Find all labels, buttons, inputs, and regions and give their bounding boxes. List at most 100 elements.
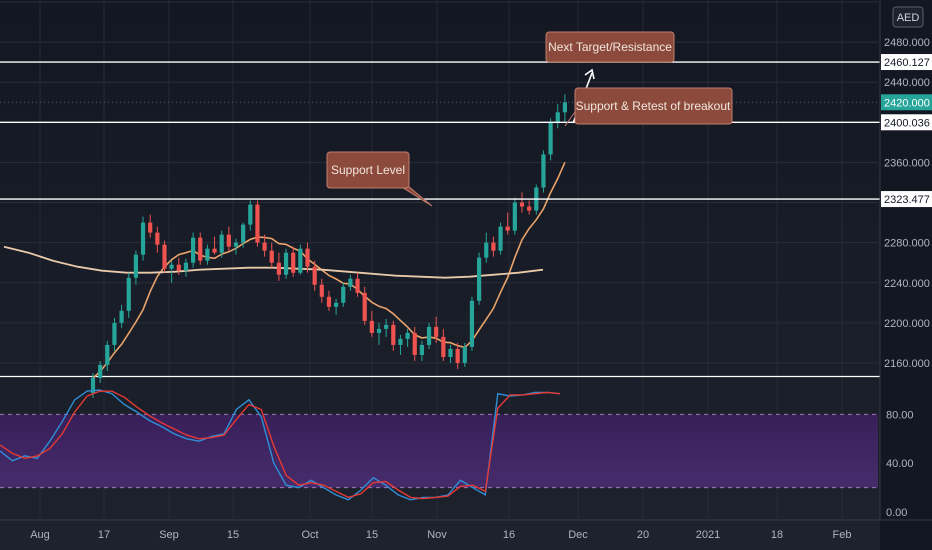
candle-body bbox=[348, 278, 353, 287]
level-price-tag-text: 2400.036 bbox=[884, 117, 930, 129]
candle-body bbox=[133, 254, 138, 278]
level-price-tag bbox=[881, 54, 932, 71]
annotation-support-retest-text: Support & Retest of breakout bbox=[576, 99, 731, 113]
candle-body bbox=[262, 242, 267, 251]
candle-body bbox=[376, 328, 382, 333]
annotation-support-level[interactable]: Support Level bbox=[326, 151, 433, 207]
candle-body bbox=[119, 310, 124, 323]
candle-body bbox=[255, 204, 260, 243]
candle-body bbox=[233, 242, 239, 247]
currency-badge[interactable]: AED bbox=[892, 6, 924, 28]
candle-body bbox=[298, 248, 303, 273]
price-tick-label: 2360.000 bbox=[884, 157, 930, 169]
candle-body bbox=[555, 112, 560, 123]
oscillator-tick-label: 0.00 bbox=[886, 507, 907, 519]
arrow-head-icon bbox=[584, 68, 595, 80]
time-tick-label: Sep bbox=[159, 529, 179, 541]
candle-body bbox=[527, 206, 532, 211]
time-tick-label: 18 bbox=[771, 529, 783, 541]
price-tick-label: 2440.000 bbox=[884, 77, 930, 89]
candle-body bbox=[562, 102, 567, 113]
candle-body bbox=[219, 234, 224, 253]
candle-body bbox=[469, 300, 475, 347]
candle-body bbox=[319, 284, 324, 297]
level-price-tag bbox=[881, 114, 932, 131]
annotation-support-level-text: Support Level bbox=[331, 163, 405, 177]
ma-fast-line bbox=[92, 161, 566, 379]
candle-body bbox=[205, 248, 210, 261]
candle-body bbox=[519, 202, 525, 207]
candle-body bbox=[334, 302, 339, 307]
candle-body bbox=[477, 257, 482, 301]
time-tick-label: 15 bbox=[227, 529, 239, 541]
candle-body bbox=[455, 348, 460, 363]
candle-body bbox=[126, 277, 131, 311]
time-tick-label: 16 bbox=[503, 529, 515, 541]
candle-body bbox=[226, 234, 231, 247]
time-tick-label: Feb bbox=[833, 529, 852, 541]
annotation-next-target[interactable]: Next Target/Resistance bbox=[545, 31, 675, 63]
candle-body bbox=[305, 248, 310, 267]
candle-body bbox=[283, 252, 289, 275]
time-tick-label: Aug bbox=[30, 529, 50, 541]
level-price-tag-text: 2460.127 bbox=[884, 57, 930, 69]
candle-body bbox=[105, 344, 110, 365]
time-tick-label: Oct bbox=[301, 529, 318, 541]
oscillator-tick-label: 40.00 bbox=[886, 458, 914, 470]
candle-body bbox=[548, 122, 553, 155]
candle-body bbox=[441, 336, 446, 357]
candle-body bbox=[369, 320, 374, 333]
price-tick-label: 2480.000 bbox=[884, 37, 930, 49]
last-price-tag bbox=[881, 94, 932, 111]
candle-body bbox=[291, 252, 296, 273]
candle-body bbox=[155, 232, 160, 245]
stoch-d-line bbox=[0, 390, 561, 500]
candle-body bbox=[98, 364, 103, 379]
price-tick-label: 2240.000 bbox=[884, 278, 930, 290]
price-axis-background bbox=[880, 0, 932, 550]
currency-label: AED bbox=[897, 12, 920, 24]
level-price-tag bbox=[881, 191, 932, 208]
candle-body bbox=[148, 222, 153, 233]
oscillator-tick-label: 80.00 bbox=[886, 409, 914, 421]
candle-body bbox=[512, 202, 517, 231]
annotation-support-retest[interactable]: Support & Retest of breakout bbox=[564, 87, 733, 127]
price-tick-label: 2160.000 bbox=[884, 358, 930, 370]
candle-body bbox=[162, 244, 167, 269]
candle-body bbox=[362, 292, 367, 321]
candle-body bbox=[269, 250, 274, 263]
time-tick-label: 20 bbox=[637, 529, 649, 541]
candle-body bbox=[241, 224, 246, 243]
ma-slow-line bbox=[3, 245, 544, 279]
candle-body bbox=[398, 338, 403, 345]
time-tick-label: 2021 bbox=[696, 529, 720, 541]
candle-body bbox=[391, 324, 396, 345]
candle-body bbox=[312, 266, 317, 285]
candle-body bbox=[212, 248, 217, 253]
price-tick-label: 2280.000 bbox=[884, 238, 930, 250]
candle-body bbox=[498, 226, 503, 251]
level-price-tag-text: 2323.477 bbox=[884, 194, 930, 206]
candle-body bbox=[491, 242, 496, 251]
candle-body bbox=[341, 286, 346, 303]
candle-body bbox=[183, 262, 189, 271]
candle-body bbox=[191, 237, 196, 263]
candle-body bbox=[484, 242, 489, 258]
candle-body bbox=[434, 326, 439, 337]
candle-body bbox=[176, 264, 181, 271]
candle-body bbox=[248, 204, 253, 225]
candle-body bbox=[90, 378, 96, 394]
candle-body bbox=[326, 296, 332, 307]
candle-body bbox=[448, 348, 453, 357]
candle-body bbox=[384, 324, 389, 329]
time-tick-label: 15 bbox=[366, 529, 378, 541]
candle-body bbox=[276, 262, 281, 275]
last-price-tag-text: 2420.000 bbox=[884, 97, 930, 109]
oscillator-band bbox=[0, 414, 878, 488]
candle-body bbox=[505, 226, 510, 231]
candle-body bbox=[198, 237, 203, 261]
candle-body bbox=[462, 346, 467, 363]
time-tick-label: Dec bbox=[568, 529, 588, 541]
